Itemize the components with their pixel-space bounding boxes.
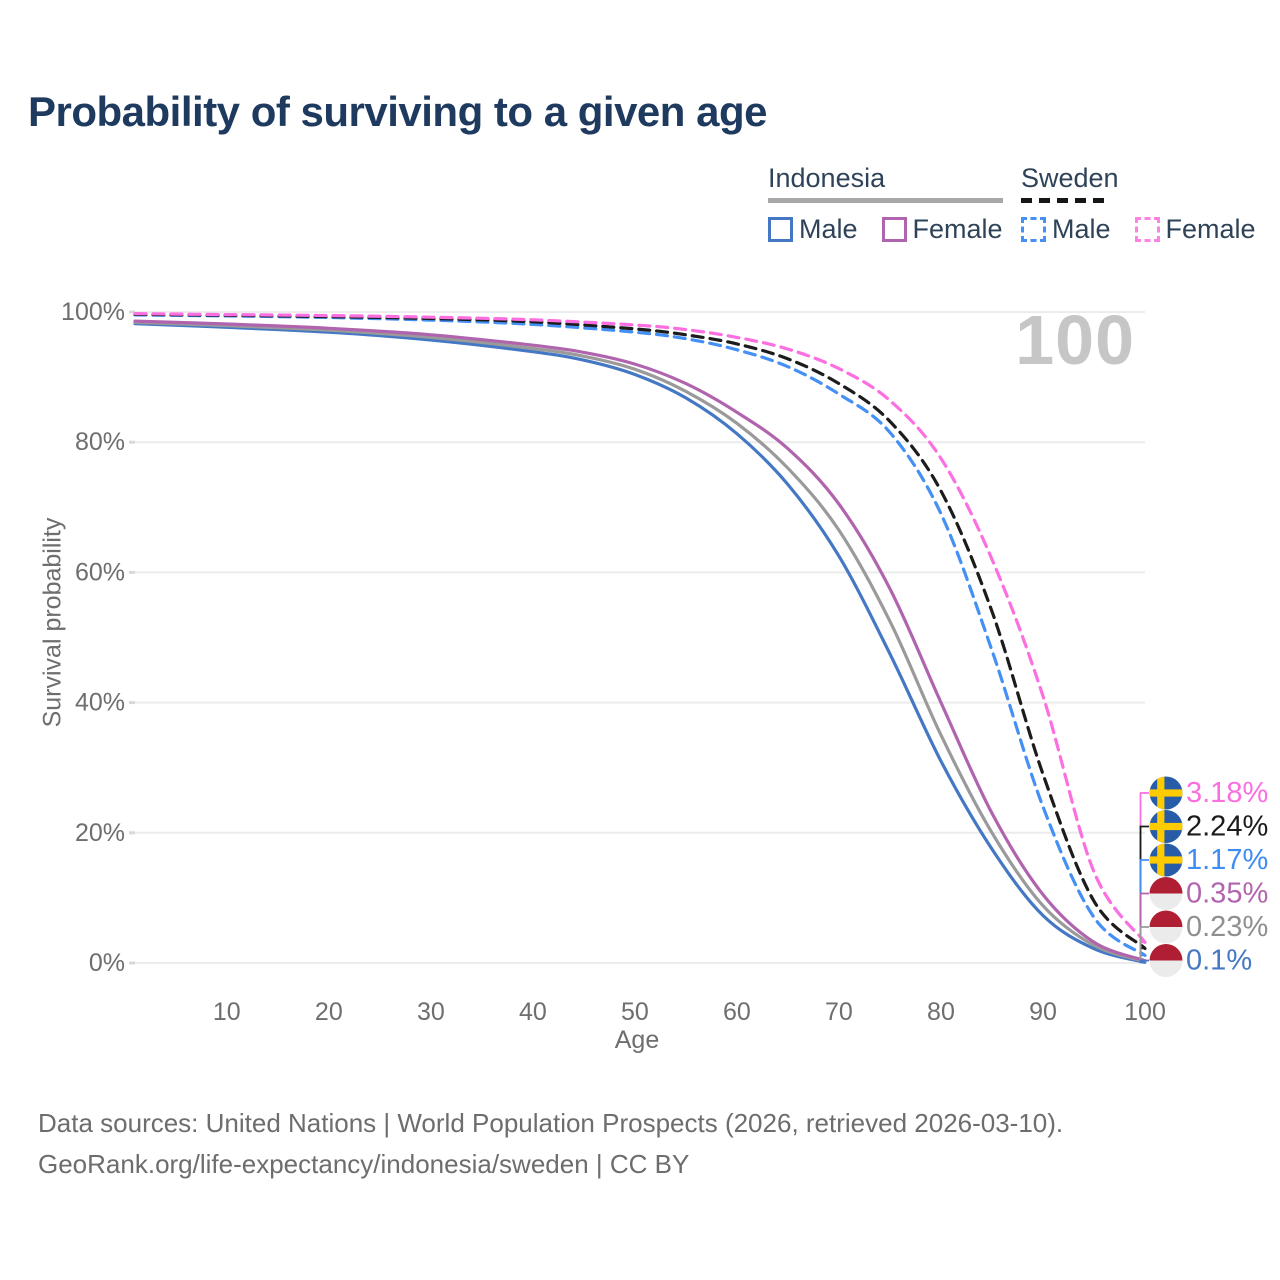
legend-underline-indonesia [768,198,1003,203]
legend-label-indonesia-male: Male [799,214,858,244]
legend-label-indonesia-female: Female [912,214,1003,244]
legend-swatch-indonesia-female [881,217,907,242]
x-tick-label-20: 20 [315,998,343,1026]
x-tick-label-90: 90 [1029,998,1057,1026]
end-label-value-id_male: 0.1% [1186,945,1252,977]
y-axis-title: Survival probability [38,517,67,728]
end-label-value-se_female: 3.18% [1186,777,1268,809]
sweden-flag-icon [1149,810,1183,843]
curve-se_female[interactable] [133,312,1147,944]
curve-se_male[interactable] [133,313,1147,957]
curve-id_male[interactable] [133,322,1147,964]
indonesia-flag-icon [1149,944,1183,977]
legend-swatch-sweden-female [1134,217,1160,242]
legend-item-indonesia-female[interactable]: Female [881,214,1003,245]
end-label-connector-se_all [1139,825,1149,950]
footer-attribution[interactable]: GeoRank.org/life-expectancy/indonesia/sw… [38,1149,690,1179]
x-tick-label-10: 10 [213,998,241,1026]
indonesia-flag-icon [1149,910,1183,944]
y-tick-label-20: 20% [75,819,125,847]
sweden-flag-icon [1149,776,1183,810]
y-tick-label-40: 40% [75,689,125,717]
x-tick-label-40: 40 [519,998,547,1026]
legend-swatch-sweden-male [1021,217,1046,242]
legend-underline-sweden [1021,198,1111,203]
x-tick-label-30: 30 [417,998,445,1026]
y-tick-label-0: 0% [89,949,125,977]
legend-swatch-indonesia-male [768,217,793,242]
x-tick-label-60: 60 [723,998,751,1026]
x-tick-label-50: 50 [621,998,649,1026]
end-label-value-se_male: 1.17% [1186,844,1268,876]
x-tick-label-70: 70 [825,998,853,1026]
legend-country-sweden[interactable]: Sweden [1021,163,1119,193]
legend-label-sweden-female: Female [1165,214,1256,244]
sweden-flag-icon [1149,843,1183,877]
x-tick-label-80: 80 [927,998,955,1026]
y-tick-label-100: 100% [61,298,125,326]
curve-id_all[interactable] [133,320,1147,964]
legend-item-indonesia-male[interactable]: Male [768,214,858,245]
legend-group-indonesia: Indonesia Male Female [768,163,1003,245]
legend-country-indonesia[interactable]: Indonesia [768,163,886,193]
x-axis-title: Age [614,1026,660,1054]
indonesia-flag-icon [1149,877,1183,910]
age-indicator-watermark: 100 [1015,301,1135,379]
footer-data-sources: Data sources: United Nations | World Pop… [38,1108,1064,1138]
x-tick-label-100: 100 [1124,998,1166,1026]
end-label-connector-se_female [1139,792,1149,944]
legend-item-sweden-female[interactable]: Female [1134,214,1256,245]
end-label-value-id_all: 0.23% [1186,911,1268,943]
end-label-connector-id_male [1139,959,1149,964]
y-tick-label-60: 60% [75,558,125,586]
page-title: Probability of surviving to a given age [28,88,767,135]
end-label-value-se_all: 2.24% [1186,811,1268,843]
curve-id_female[interactable] [133,319,1147,963]
legend-group-sweden: Sweden Male Female [1021,163,1256,245]
end-label-value-id_female: 0.35% [1186,878,1268,910]
y-tick-label-80: 80% [75,428,125,456]
legend-item-sweden-male[interactable]: Male [1021,214,1111,245]
legend-label-sweden-male: Male [1052,214,1111,244]
